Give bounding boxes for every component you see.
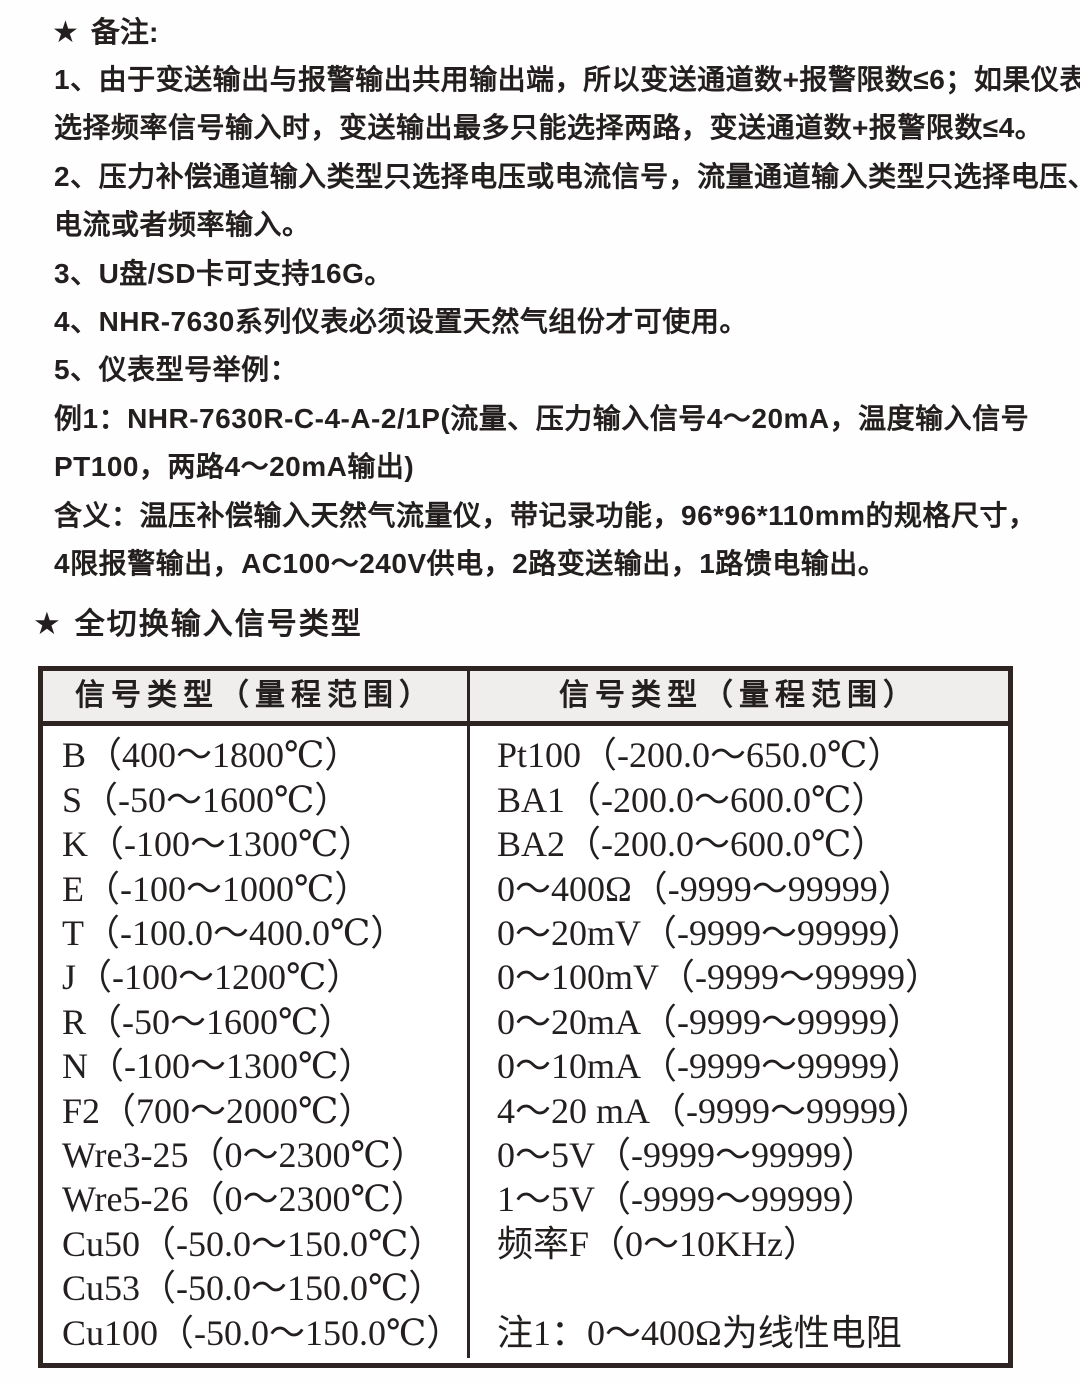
signal-cell: Wre5-26（0～2300℃） (62, 1179, 427, 1220)
note-line: 4、NHR-7630系列仪表必须设置天然气组份才可使用。 (54, 306, 748, 338)
notes-block: 1、由于变送输出与报警输出共用输出端，所以变送通道数+报警限数≤6；如果仪表 选… (54, 56, 1080, 588)
signal-cell: 0～5V（-9999～99999） (497, 1134, 877, 1175)
signal-cell: 0～400Ω（-9999～99999） (497, 868, 914, 909)
signal-cell: 1～5V（-9999～99999） (497, 1179, 877, 1220)
section-heading: ★ 全切换输入信号类型 (33, 602, 1080, 647)
signal-type-table: 信号类型（量程范围） 信号类型（量程范围） B（400～1800℃） S（-50… (38, 666, 1013, 1369)
note-line: PT100，两路4～20mA输出) (54, 451, 415, 483)
signal-cell: BA2（-200.0～600.0℃） (497, 824, 888, 865)
signal-cell: S（-50～1600℃） (62, 779, 351, 820)
table-note-cell: 注1：0～400Ω为线性电阻 (497, 1312, 902, 1353)
note-line: 选择频率信号输入时，变送输出最多只能选择两路，变送通道数+报警限数≤4。 (54, 112, 1044, 144)
signal-cell: K（-100～1300℃） (62, 824, 375, 865)
signal-cell: 0～20mA（-9999～99999） (497, 1001, 923, 1042)
signal-cell-empty (497, 1266, 1008, 1310)
table-header-cell: 信号类型（量程范围） (43, 671, 470, 722)
signal-cell: 4～20 mA（-9999～99999） (497, 1090, 932, 1131)
signal-cell: T（-100.0～400.0℃） (62, 913, 407, 954)
table-header-cell: 信号类型（量程范围） (559, 679, 919, 713)
note-line: 5、仪表型号举例： (54, 354, 299, 386)
signal-cell: 频率F（0～10KHz） (497, 1223, 819, 1264)
note-line: 含义：温压补偿输入天然气流量仪，带记录功能，96*96*110mm的规格尺寸， (54, 499, 1037, 531)
table-column-left: B（400～1800℃） S（-50～1600℃） K（-100～1300℃） … (43, 726, 470, 1359)
note-line: 电流或者频率输入。 (54, 209, 311, 241)
signal-cell: BA1（-200.0～600.0℃） (497, 779, 888, 820)
signal-cell: 0～100mV（-9999～99999） (497, 957, 941, 998)
signal-cell: E（-100～1000℃） (62, 868, 371, 909)
note-line: 例1：NHR-7630R-C-4-A-2/1P(流量、压力输入信号4～20mA，… (54, 402, 1030, 434)
signal-cell: R（-50～1600℃） (62, 1001, 355, 1042)
notes-heading-text: 备注: (90, 17, 159, 49)
signal-cell: Wre3-25（0～2300℃） (62, 1134, 427, 1175)
star-icon: ★ (52, 16, 79, 49)
signal-cell: 0～20mV（-9999～99999） (497, 913, 923, 954)
note-line: 3、U盘/SD卡可支持16G。 (54, 257, 393, 289)
signal-cell: Cu50（-50.0～150.0℃） (62, 1223, 445, 1264)
signal-cell: J（-100～1200℃） (62, 957, 363, 998)
signal-cell: Cu53（-50.0～150.0℃） (62, 1268, 445, 1309)
note-line: 1、由于变送输出与报警输出共用输出端，所以变送通道数+报警限数≤6；如果仪表 (54, 64, 1080, 95)
signal-cell: Pt100（-200.0～650.0℃） (497, 735, 904, 776)
section-heading-text: 全切换输入信号类型 (74, 608, 363, 642)
table-column-right: Pt100（-200.0～650.0℃） BA1（-200.0～600.0℃） … (470, 726, 1008, 1358)
signal-cell: N（-100～1300℃） (62, 1046, 375, 1087)
signal-cell: 0～10mA（-9999～99999） (497, 1046, 923, 1087)
signal-cell: F2（700～2000℃） (62, 1090, 375, 1131)
note-line: 4限报警输出，AC100～240V供电，2路变送输出，1路馈电输出。 (54, 548, 887, 580)
table-header-row: 信号类型（量程范围） 信号类型（量程范围） (43, 671, 1008, 727)
notes-heading: ★ 备注: (52, 0, 1080, 56)
table-body: B（400～1800℃） S（-50～1600℃） K（-100～1300℃） … (43, 726, 1008, 1359)
star-icon: ★ (33, 606, 61, 642)
signal-cell: B（400～1800℃） (62, 735, 361, 776)
note-line: 2、压力补偿通道输入类型只选择电压或电流信号，流量通道输入类型只选择电压、 (54, 160, 1080, 192)
signal-cell: Cu100（-50.0～150.0℃） (62, 1312, 463, 1353)
